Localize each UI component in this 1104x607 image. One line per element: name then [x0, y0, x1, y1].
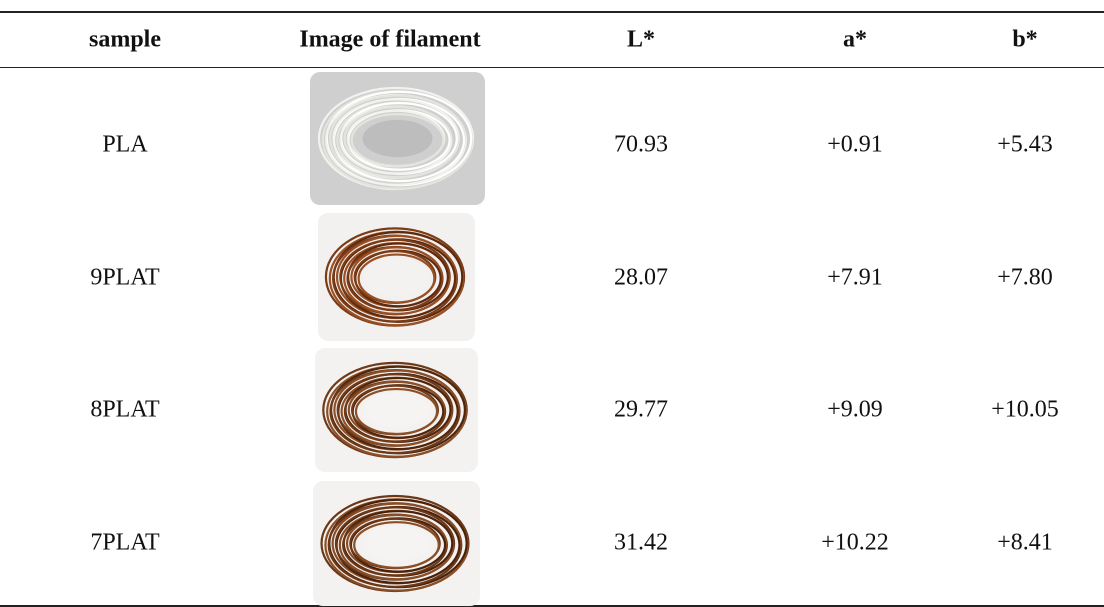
sample-cell: 7PLAT: [90, 529, 160, 556]
image-part: [354, 387, 439, 436]
bottom-rule: [0, 605, 1104, 607]
filament-image: [310, 72, 485, 205]
sample-cell: PLA: [102, 131, 148, 158]
value-cell: 70.93: [614, 131, 668, 158]
filament-image: [318, 213, 475, 341]
value-cell: +0.91: [827, 131, 883, 158]
header-cell: Image of filament: [299, 26, 481, 53]
filament-image: [313, 481, 480, 606]
value-cell: +10.22: [821, 529, 889, 556]
image-part: [353, 521, 440, 569]
header-rule: [0, 67, 1104, 68]
header-cell: a*: [843, 26, 867, 53]
image-part: [363, 392, 430, 428]
value-cell: +5.43: [997, 131, 1053, 158]
image-part: [365, 259, 428, 295]
sample-cell: 8PLAT: [90, 396, 160, 423]
value-cell: +9.09: [827, 396, 883, 423]
value-cell: +10.05: [991, 396, 1059, 423]
image-part: [350, 113, 445, 167]
value-cell: +7.91: [827, 264, 883, 291]
value-cell: 31.42: [614, 529, 668, 556]
image-part: [363, 526, 430, 561]
header-cell: b*: [1012, 26, 1038, 53]
header-cell: L*: [626, 26, 656, 53]
value-cell: 29.77: [614, 396, 668, 423]
image-part: [357, 253, 436, 304]
sample-cell: 9PLAT: [90, 264, 160, 291]
value-cell: +7.80: [997, 264, 1053, 291]
value-cell: 28.07: [614, 264, 668, 291]
header-cell: sample: [89, 26, 161, 53]
top-rule: [0, 11, 1104, 13]
image-part: [362, 119, 433, 158]
filament-image: [315, 348, 478, 472]
value-cell: +8.41: [997, 529, 1053, 556]
